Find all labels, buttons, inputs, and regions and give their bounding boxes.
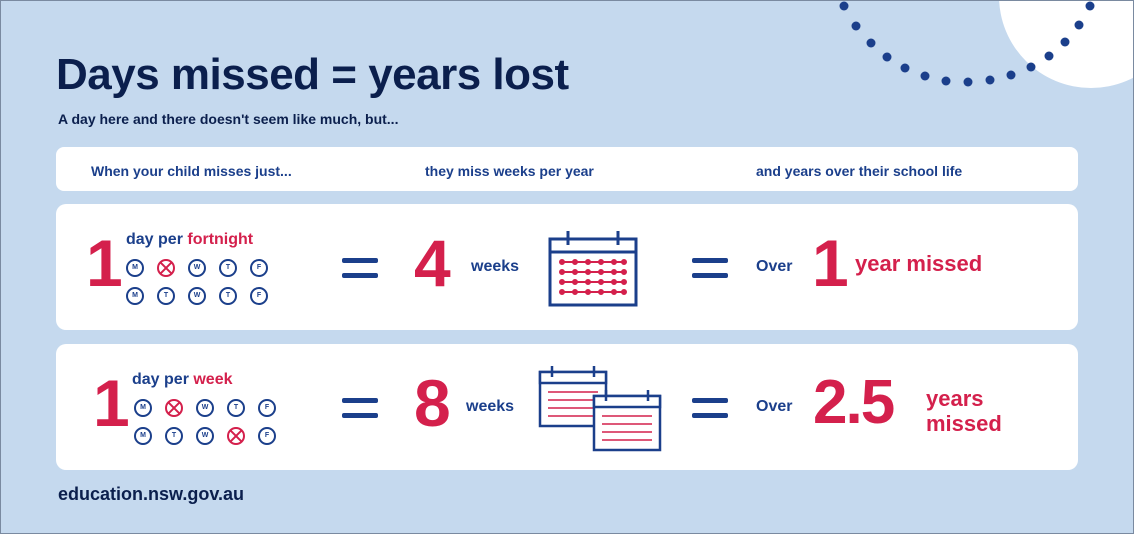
days-count: 1 [93, 366, 130, 440]
website-url: education.nsw.gov.au [58, 484, 245, 504]
equals-sign [692, 258, 728, 278]
calendar-icon [592, 390, 662, 452]
day-per-text: day per [126, 231, 188, 248]
weekday-circle-icon: F [250, 259, 268, 277]
weekday-grid: MTWTFMTWTF [126, 259, 276, 309]
weekday-circle-icon: T [219, 259, 237, 277]
period-text: fortnight [187, 231, 254, 248]
row-week: 1 day per week MTWTFMTWTF 8 weeks Ove [56, 344, 1078, 470]
weekday-circle-icon: W [196, 427, 214, 445]
day-per-text: day per [132, 371, 194, 388]
equals-sign [342, 258, 378, 278]
day-period-label: day per week [132, 371, 233, 389]
equals-sign [692, 398, 728, 418]
weekday-missed-icon: T [157, 259, 175, 277]
row-fortnight: 1 day per fortnight MTWTFMTWTF 4 weeks O… [56, 204, 1078, 330]
weekday-circle-icon: F [258, 427, 276, 445]
weekday-circle-icon: M [126, 259, 144, 277]
equals-sign [342, 398, 378, 418]
weekday-circle-icon: T [165, 427, 183, 445]
weeks-label: weeks [471, 258, 520, 275]
weekday-circle-icon: W [188, 287, 206, 305]
days-count: 1 [86, 226, 123, 300]
weekday-missed-icon: T [227, 427, 245, 445]
years-label-line1: years [926, 386, 984, 411]
weeks-label: weeks [466, 398, 515, 415]
years-label-line2: missed [926, 411, 1002, 436]
weekday-circle-icon: M [134, 427, 152, 445]
weeks-value: 4 [414, 226, 451, 300]
weekday-circle-icon: T [157, 287, 175, 305]
calendar-icon [548, 231, 638, 307]
over-label: Over [756, 258, 793, 275]
column-header-weeks: they miss weeks per year [425, 163, 594, 179]
weekday-circle-icon: F [258, 399, 276, 417]
weekday-circle-icon: W [196, 399, 214, 417]
years-value: 1 [812, 226, 849, 300]
period-text: week [193, 371, 233, 388]
weekday-circle-icon: F [250, 287, 268, 305]
weekday-missed-icon: T [165, 399, 183, 417]
day-period-label: day per fortnight [126, 231, 253, 249]
weekday-circle-icon: T [227, 399, 245, 417]
weekday-grid: MTWTFMTWTF [134, 399, 284, 449]
calendar-stack-icon [538, 366, 662, 452]
weeks-value: 8 [414, 366, 451, 440]
weekday-circle-icon: T [219, 287, 237, 305]
weekday-circle-icon: M [126, 287, 144, 305]
page-title: Days missed = years lost [56, 50, 569, 99]
column-header-misses: When your child misses just... [91, 163, 292, 179]
weekday-circle-icon: M [134, 399, 152, 417]
subtitle: A day here and there doesn't seem like m… [58, 111, 399, 127]
over-label: Over [756, 398, 793, 415]
column-header-years: and years over their school life [756, 163, 963, 179]
column-header-bar: When your child misses just... they miss… [56, 147, 1078, 191]
weekday-circle-icon: W [188, 259, 206, 277]
decorative-dots [839, 1, 1095, 87]
years-value: 2.5 [813, 368, 895, 437]
years-label: year missed [855, 251, 983, 276]
